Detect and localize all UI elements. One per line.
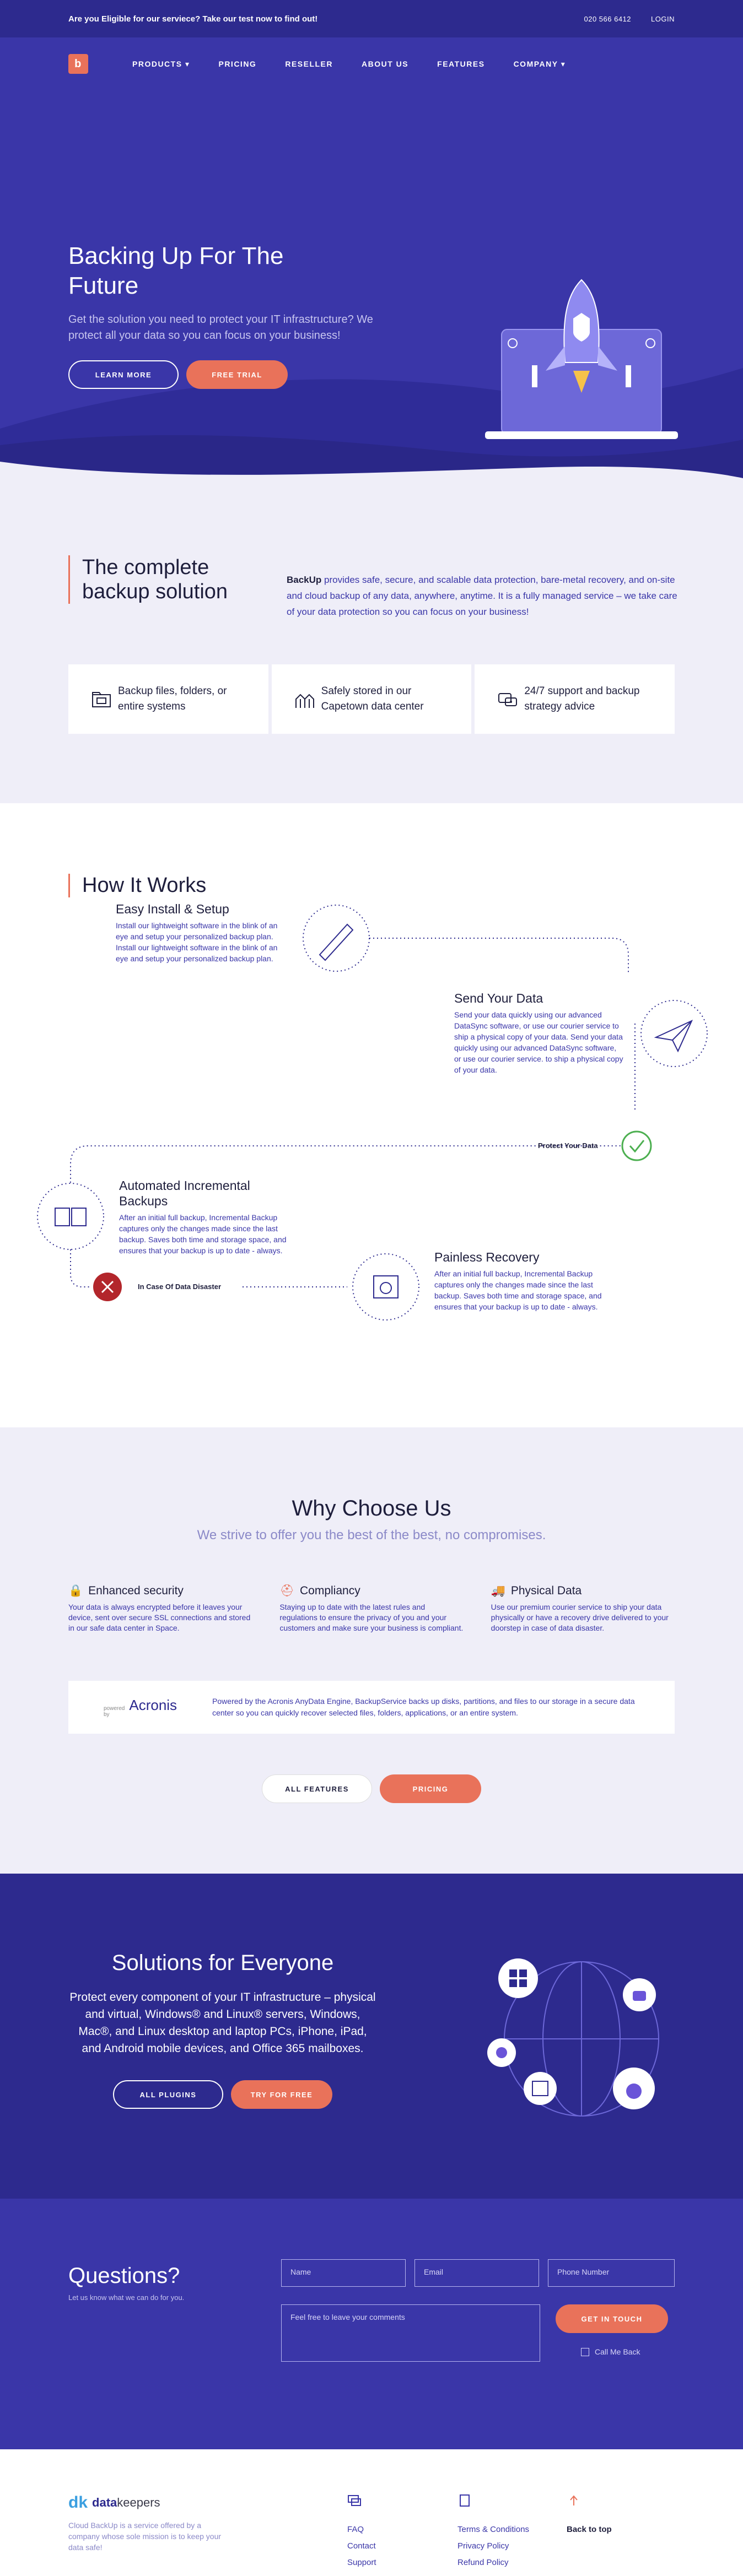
acronis-text: Powered by the Acronis AnyData Engine, B…: [212, 1697, 635, 1717]
solutions-section: Solutions for Everyone Protect every com…: [0, 1874, 743, 2199]
step-recovery: Painless Recovery After an initial full …: [434, 1250, 602, 1311]
back-to-top-link[interactable]: Back to top: [567, 2525, 612, 2534]
try-free-button[interactable]: TRY FOR FREE: [231, 2080, 332, 2109]
footer-link-support[interactable]: Support: [347, 2558, 376, 2567]
solutions-title: Solutions for Everyone: [111, 1951, 334, 1975]
questions-subtitle: Let us know what we can do for you.: [68, 2293, 185, 2302]
feature-text: 24/7 support and backup strategy advice: [524, 685, 640, 712]
questions-title: Questions?: [68, 2264, 180, 2288]
main-nav: b PRODUCTS ▾ PRICING RESELLER ABOUT US F…: [0, 37, 743, 74]
name-input[interactable]: Name: [281, 2259, 406, 2287]
footer-link-terms[interactable]: Terms & Conditions: [457, 2525, 530, 2534]
paper-plane-icon: [654, 1019, 693, 1053]
hero-text: Backing Up For The Future Get the solutio…: [68, 241, 377, 389]
all-plugins-button[interactable]: ALL PLUGINS: [113, 2080, 223, 2109]
call-me-back-checkbox[interactable]: Call Me Back: [581, 2347, 640, 2356]
feature-text: Backup files, folders, or entire systems: [118, 685, 227, 712]
arrow-up-icon: [570, 2495, 578, 2505]
phone-number[interactable]: 020 566 6412: [584, 14, 632, 23]
support-icon: [498, 693, 518, 706]
learn-more-button[interactable]: LEARN MORE: [68, 360, 179, 389]
step-install: Easy Install & Setup Install our lightwe…: [116, 902, 278, 963]
questions-section: Questions? Let us know what we can do fo…: [0, 2199, 743, 2449]
checkbox-box[interactable]: [581, 2347, 589, 2356]
footer-logo[interactable]: dk datakeepers: [68, 2493, 160, 2512]
complete-description: BackUp provides safe, secure, and scalab…: [287, 575, 677, 617]
footer-link-privacy[interactable]: Privacy Policy: [457, 2541, 509, 2551]
get-in-touch-button[interactable]: GET IN TOUCH: [556, 2304, 668, 2333]
why-column: ⛑ Compliancy Staying up to date with the …: [279, 1584, 464, 1632]
logo[interactable]: b: [68, 54, 88, 74]
top-bar: Are you Eligible for our serviece? Take …: [0, 0, 743, 37]
nav-company[interactable]: COMPANY ▾: [513, 59, 566, 68]
footer-back-to-top: Back to top: [567, 2493, 612, 2538]
protect-label: Protect Your Data: [538, 1141, 598, 1150]
complete-title: The complete backup solution: [68, 555, 234, 604]
phone-input[interactable]: Phone Number: [548, 2259, 675, 2287]
folder-icon: [92, 692, 111, 707]
comments-textarea[interactable]: Feel free to leave your comments: [281, 2304, 540, 2362]
install-step-circle: [303, 905, 370, 972]
how-it-works-path: [37, 905, 708, 1321]
wand-icon: [319, 923, 354, 961]
hero-section: b PRODUCTS ▾ PRICING RESELLER ABOUT US F…: [0, 37, 743, 489]
solutions-text: Protect every component of your IT infra…: [69, 1991, 376, 2055]
building-icon: [295, 694, 314, 708]
document-icon: [460, 2494, 470, 2507]
nav-features[interactable]: FEATURES: [437, 59, 485, 68]
footer-link-contact[interactable]: Contact: [347, 2541, 376, 2551]
incremental-step-circle: [37, 1183, 104, 1250]
truck-icon: 🚚: [491, 1584, 505, 1597]
nav-reseller[interactable]: RESELLER: [285, 59, 333, 68]
nav-pricing[interactable]: PRICING: [218, 59, 257, 68]
free-trial-button[interactable]: FREE TRIAL: [186, 360, 288, 389]
feature-card: Backup files, folders, or entire systems: [68, 664, 268, 734]
platforms-globe: [487, 1958, 659, 2117]
recovery-icon: [373, 1275, 399, 1298]
login-link[interactable]: LOGIN: [651, 14, 675, 23]
windows-icon: [498, 1958, 538, 1998]
footer: dk datakeepers Cloud BackUp is a service …: [0, 2449, 743, 2576]
pricing-button[interactable]: PRICING: [380, 1774, 481, 1803]
disaster-label: In Case Of Data Disaster: [138, 1282, 222, 1291]
footer-link-faq[interactable]: FAQ: [347, 2525, 364, 2534]
acronis-logo: powered by Acronis: [104, 1697, 177, 1718]
send-step-circle: [640, 1000, 708, 1067]
nav-about-us[interactable]: ABOUT US: [362, 59, 409, 68]
acronis-banner: powered by Acronis Powered by the Acronis…: [68, 1681, 675, 1734]
step-incremental: Automated Incremental Backups After an i…: [119, 1178, 287, 1255]
recovery-step-circle: [352, 1253, 419, 1321]
lock-icon: 🔒: [68, 1584, 83, 1597]
all-features-button[interactable]: ALL FEATURES: [262, 1774, 372, 1803]
how-it-works-section: How It Works Easy Install & Setup Instal…: [0, 803, 743, 1427]
email-input[interactable]: Email: [414, 2259, 539, 2287]
server-icon: [524, 2072, 557, 2105]
why-title: Why Choose Us: [292, 1496, 451, 1520]
hero-description: Get the solution you need to protect you…: [68, 313, 373, 342]
footer-link-refund[interactable]: Refund Policy: [457, 2558, 509, 2567]
nav-products[interactable]: PRODUCTS ▾: [132, 59, 190, 68]
feature-card: 24/7 support and backup strategy advice: [475, 664, 675, 734]
why-column: 🔒 Enhanced security Your data is always e…: [68, 1584, 251, 1632]
check-circle-icon: [621, 1130, 652, 1161]
feature-cards: Backup files, folders, or entire systems…: [68, 664, 675, 734]
documents-icon: [55, 1208, 70, 1226]
chat-icon: [348, 2495, 361, 2506]
how-title: How It Works: [68, 874, 206, 897]
promo-text[interactable]: Are you Eligible for our serviece? Take …: [68, 14, 318, 24]
footer-description: Cloud BackUp is a service offered by a c…: [68, 2521, 222, 2552]
why-choose-us-section: Why Choose Us We strive to offer you the…: [0, 1427, 743, 1874]
feature-text: Safely stored in our Capetown data cente…: [321, 685, 424, 712]
hero-title: Backing Up For The Future: [68, 242, 284, 299]
complete-solution-section: The complete backup solution BackUp prov…: [0, 489, 743, 803]
footer-links-legal: Terms & Conditions Privacy Policy Refund…: [457, 2493, 529, 2571]
why-column: 🚚 Physical Data Use our premium courier s…: [491, 1584, 669, 1632]
compliance-icon: ⛑: [279, 1584, 294, 1597]
why-subtitle: We strive to offer you the best of the b…: [197, 1528, 546, 1543]
feature-card: Safely stored in our Capetown data cente…: [271, 664, 472, 734]
step-send: Send Your Data Send your data quickly us…: [454, 991, 623, 1074]
footer-links-help: FAQ Contact Support: [347, 2493, 376, 2571]
rocket-laptop-illustration: [485, 279, 678, 439]
